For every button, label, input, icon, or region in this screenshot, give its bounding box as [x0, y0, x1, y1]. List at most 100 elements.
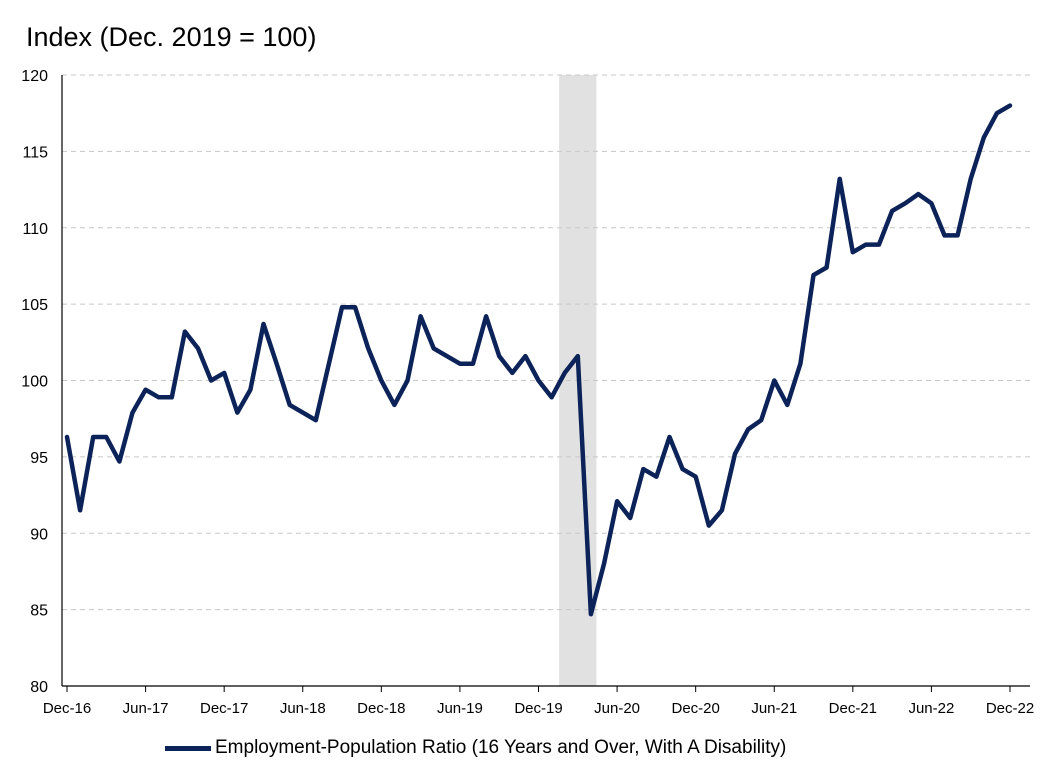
data-point — [158, 396, 160, 398]
data-point — [629, 517, 631, 519]
data-point — [734, 453, 736, 455]
data-point — [380, 380, 382, 381]
data-point — [1009, 105, 1011, 107]
data-point — [668, 436, 670, 438]
data-point — [524, 355, 526, 357]
data-point — [66, 436, 68, 438]
data-point — [184, 331, 186, 333]
data-point — [655, 476, 657, 478]
data-point — [747, 428, 749, 430]
data-point — [616, 500, 618, 502]
data-point — [839, 178, 841, 180]
series-line — [64, 103, 1013, 617]
data-point — [917, 193, 919, 195]
data-point — [79, 509, 81, 511]
data-point — [944, 234, 946, 236]
x-tick-label: Jun-21 — [751, 700, 797, 717]
data-point — [276, 363, 278, 365]
data-point — [223, 372, 225, 374]
data-point — [105, 436, 107, 438]
data-point — [433, 347, 435, 349]
data-point — [118, 460, 120, 462]
data-point — [786, 404, 788, 406]
data-point — [773, 380, 775, 381]
data-point — [446, 355, 448, 357]
x-tick-label: Dec-16 — [43, 700, 91, 717]
data-point — [708, 525, 710, 527]
data-point — [852, 251, 854, 253]
data-point — [262, 323, 264, 325]
data-point — [682, 468, 684, 470]
data-point — [891, 210, 893, 212]
data-point — [171, 396, 173, 398]
data-point — [813, 274, 815, 276]
line-chart: 80 85 90 95 100 105 110 115 120 Dec-16 Jun-17 Dec-1… — [21, 68, 1034, 717]
legend-swatch — [165, 745, 211, 751]
x-tick-label: Jun-22 — [908, 700, 954, 717]
y-tick-label: 80 — [30, 679, 48, 696]
x-tick-label: Dec-22 — [986, 700, 1034, 717]
y-tick-label: 90 — [30, 526, 48, 543]
x-tick-label: Dec-17 — [200, 700, 248, 717]
data-point — [642, 468, 644, 470]
data-point — [249, 389, 251, 391]
y-tick-label: 95 — [30, 450, 48, 467]
data-point — [930, 202, 932, 204]
data-point — [92, 436, 94, 438]
y-tick-label: 115 — [22, 144, 48, 161]
data-point — [341, 306, 343, 308]
data-point — [695, 476, 697, 478]
data-point — [420, 315, 422, 317]
y-tick-label: 100 — [21, 374, 48, 391]
y-tick-label: 110 — [22, 221, 48, 238]
data-point — [865, 244, 867, 246]
data-point — [289, 404, 291, 406]
data-point — [236, 412, 238, 414]
data-point — [983, 137, 985, 139]
data-point — [721, 509, 723, 511]
x-tick-label: Dec-21 — [829, 700, 877, 717]
data-point — [145, 389, 147, 391]
data-point — [577, 355, 579, 357]
x-tick-label: Dec-20 — [671, 700, 719, 717]
data-point — [459, 363, 461, 365]
data-point — [328, 363, 330, 365]
x-tick-label: Dec-19 — [514, 700, 562, 717]
data-point — [603, 563, 605, 565]
chart-title: Index (Dec. 2019 = 100) — [26, 22, 317, 52]
data-point — [904, 202, 906, 204]
y-tick-label: 85 — [30, 603, 48, 620]
data-point — [210, 380, 212, 381]
data-point — [551, 396, 553, 398]
data-point — [393, 404, 395, 406]
data-point — [485, 315, 487, 317]
data-point — [197, 347, 199, 349]
data-point — [996, 112, 998, 114]
data-point — [760, 419, 762, 421]
data-point — [354, 306, 356, 308]
data-point — [315, 419, 317, 421]
data-point — [826, 266, 828, 268]
data-point — [131, 412, 133, 414]
data-point — [407, 380, 409, 381]
y-tick-label: 105 — [21, 297, 48, 314]
data-point — [302, 412, 304, 414]
data-point — [799, 363, 801, 365]
legend-label: Employment-Population Ratio (16 Years an… — [215, 737, 787, 758]
data-point — [564, 372, 566, 374]
data-point — [498, 355, 500, 357]
data-point — [472, 363, 474, 365]
y-tick-label: 120 — [21, 68, 48, 85]
data-point — [957, 234, 959, 236]
data-point — [511, 372, 513, 374]
data-point — [538, 380, 539, 381]
x-tick-label: Jun-19 — [437, 700, 483, 717]
x-tick-label: Jun-20 — [594, 700, 640, 717]
legend: Employment-Population Ratio (16 Years an… — [165, 735, 786, 761]
data-point — [367, 347, 369, 349]
data-point — [878, 244, 880, 246]
x-tick-label: Jun-18 — [280, 700, 326, 717]
x-tick-label: Dec-18 — [357, 700, 405, 717]
x-tick-label: Jun-17 — [123, 700, 169, 717]
data-point — [970, 178, 972, 180]
